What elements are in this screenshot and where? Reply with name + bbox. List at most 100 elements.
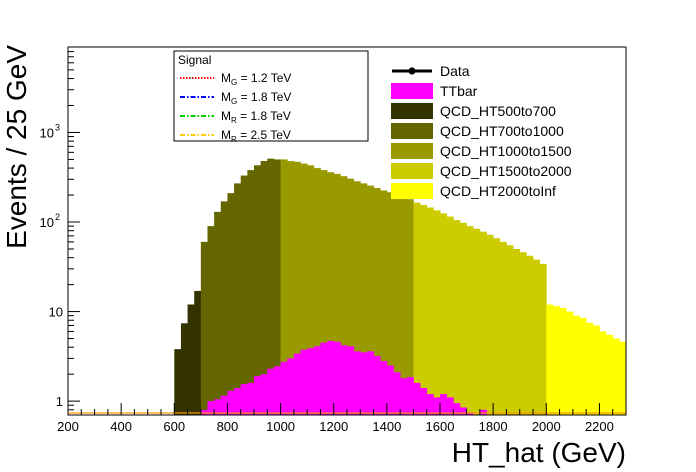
ttbar-bar bbox=[214, 399, 222, 415]
qcd-ht1000to1500-bar bbox=[340, 176, 348, 415]
signal-legend-title: Signal bbox=[178, 53, 211, 67]
qcd-ht1500to2000-bar bbox=[466, 226, 474, 415]
x-tick-label: 1400 bbox=[372, 419, 401, 434]
qcd-ht1000to1500-bar bbox=[373, 187, 381, 415]
ttbar-bar bbox=[307, 348, 315, 415]
legend-label: QCD_HT500to700 bbox=[440, 103, 556, 119]
qcd-ht700to1000-bar bbox=[254, 165, 262, 415]
ttbar-bar bbox=[433, 397, 441, 415]
qcd-ht700to1000-bar bbox=[207, 226, 215, 415]
x-tick-label: 1800 bbox=[479, 419, 508, 434]
qcd-ht700to1000-bar bbox=[220, 201, 228, 415]
ttbar-bar bbox=[227, 390, 235, 415]
main-legend: Data TTbar QCD_HT500to700 QCD_HT700to1000 QC… bbox=[391, 63, 572, 199]
legend-swatch bbox=[391, 163, 433, 179]
ttbar-bar bbox=[466, 412, 474, 415]
legend-label: Data bbox=[440, 63, 470, 79]
qcd-ht1000to1500-bar bbox=[400, 197, 408, 415]
qcd-ht500to700-bar bbox=[180, 323, 188, 415]
legend-label: QCD_HT2000toInf bbox=[440, 183, 556, 199]
ttbar-bar bbox=[353, 351, 361, 415]
qcd-ht1500to2000-bar bbox=[526, 255, 534, 415]
signal-legend-label: MR = 1.8 TeV bbox=[221, 109, 291, 125]
y-tick-label: 1 bbox=[56, 394, 63, 409]
qcd-ht1500to2000-bar bbox=[479, 231, 487, 415]
x-tick-label: 600 bbox=[163, 419, 185, 434]
qcd-ht1500to2000-bar bbox=[506, 245, 514, 415]
qcd-ht1000to1500-bar bbox=[300, 163, 308, 415]
legend-swatch bbox=[391, 183, 433, 199]
qcd-ht700to1000-bar bbox=[247, 170, 255, 415]
qcd-ht500to700-bar bbox=[174, 349, 182, 415]
ttbar-bar bbox=[327, 340, 335, 415]
qcd-ht1500to2000-bar bbox=[453, 220, 461, 415]
qcd-ht1500to2000-bar bbox=[426, 207, 434, 415]
qcd-ht700to1000-bar bbox=[240, 175, 248, 415]
qcd-ht1000to1500-bar bbox=[287, 161, 295, 415]
qcd-ht700to1000-bar bbox=[234, 183, 242, 415]
qcd-ht1000to1500-bar bbox=[320, 170, 328, 415]
ttbar-bar bbox=[453, 403, 461, 415]
qcd-ht1000to1500-bar bbox=[293, 161, 301, 415]
qcd-ht1000to1500-bar bbox=[347, 178, 355, 415]
qcd-ht1500to2000-bar bbox=[433, 210, 441, 415]
qcd-ht1000to1500-bar bbox=[313, 168, 321, 415]
ttbar-bar bbox=[400, 378, 408, 415]
ttbar-bar bbox=[413, 382, 421, 415]
qcd-ht2000toinf-bar bbox=[619, 341, 627, 415]
ttbar-bar bbox=[220, 395, 228, 415]
qcd-ht700to1000-bar bbox=[267, 158, 275, 415]
ttbar-bar bbox=[440, 394, 448, 415]
qcd-ht2000toinf-bar bbox=[579, 317, 587, 415]
qcd-ht700to1000-bar bbox=[227, 193, 235, 415]
qcd-ht1000to1500-bar bbox=[366, 185, 374, 415]
qcd-ht1500to2000-bar bbox=[446, 216, 454, 415]
x-tick-label: 2000 bbox=[532, 419, 561, 434]
legend-label: TTbar bbox=[440, 83, 478, 99]
y-axis-label: Events / 25 GeV bbox=[1, 45, 32, 249]
signal-legend-box bbox=[173, 50, 369, 142]
ttbar-bar bbox=[366, 351, 374, 415]
qcd-ht1000to1500-bar bbox=[406, 199, 414, 415]
x-tick-label: 200 bbox=[57, 419, 79, 434]
ttbar-bar bbox=[293, 353, 301, 415]
legend-swatch bbox=[391, 83, 433, 99]
ttbar-bar bbox=[446, 397, 454, 415]
qcd-ht2000toinf-bar bbox=[546, 304, 554, 415]
ttbar-bar bbox=[260, 374, 268, 415]
legend-swatch bbox=[391, 143, 433, 159]
x-axis-label: HT_hat (GeV) bbox=[452, 437, 626, 468]
qcd-ht1000to1500-bar bbox=[380, 190, 388, 415]
legend-swatch bbox=[391, 123, 433, 139]
qcd-ht2000toinf-bar bbox=[599, 331, 607, 415]
qcd-ht700to1000-bar bbox=[200, 241, 208, 415]
ttbar-bar bbox=[420, 388, 428, 415]
qcd-ht1000to1500-bar bbox=[360, 183, 368, 415]
legend-label: QCD_HT1500to2000 bbox=[440, 163, 572, 179]
data-legend-marker bbox=[408, 67, 416, 75]
qcd-ht1500to2000-bar bbox=[473, 228, 481, 415]
ttbar-bar bbox=[287, 358, 295, 415]
qcd-ht1500to2000-bar bbox=[499, 241, 507, 415]
qcd-ht1500to2000-bar bbox=[493, 238, 501, 415]
x-tick-label: 1200 bbox=[319, 419, 348, 434]
qcd-ht1500to2000-bar bbox=[486, 234, 494, 415]
ttbar-bar bbox=[240, 384, 248, 415]
qcd-ht1000to1500-bar bbox=[333, 173, 341, 415]
ttbar-bar bbox=[234, 388, 242, 415]
qcd-ht1500to2000-bar bbox=[420, 204, 428, 415]
x-tick-label: 1600 bbox=[426, 419, 455, 434]
signal-legend-label: MG = 1.2 TeV bbox=[221, 71, 291, 87]
legend-label: QCD_HT1000to1500 bbox=[440, 143, 572, 159]
qcd-ht700to1000-bar bbox=[214, 211, 222, 415]
qcd-ht1500to2000-bar bbox=[513, 248, 521, 415]
legend-label: QCD_HT700to1000 bbox=[440, 123, 564, 139]
signal-legend: Signal MG = 1.2 TeV MG = 1.8 TeV MR = 1.8 … bbox=[173, 50, 369, 144]
ttbar-bar bbox=[333, 341, 341, 415]
legend-swatch bbox=[391, 103, 433, 119]
qcd-ht2000toinf-bar bbox=[612, 338, 620, 415]
qcd-ht1000to1500-bar bbox=[386, 192, 394, 415]
qcd-ht2000toinf-bar bbox=[592, 325, 600, 415]
ttbar-bar bbox=[207, 401, 215, 415]
